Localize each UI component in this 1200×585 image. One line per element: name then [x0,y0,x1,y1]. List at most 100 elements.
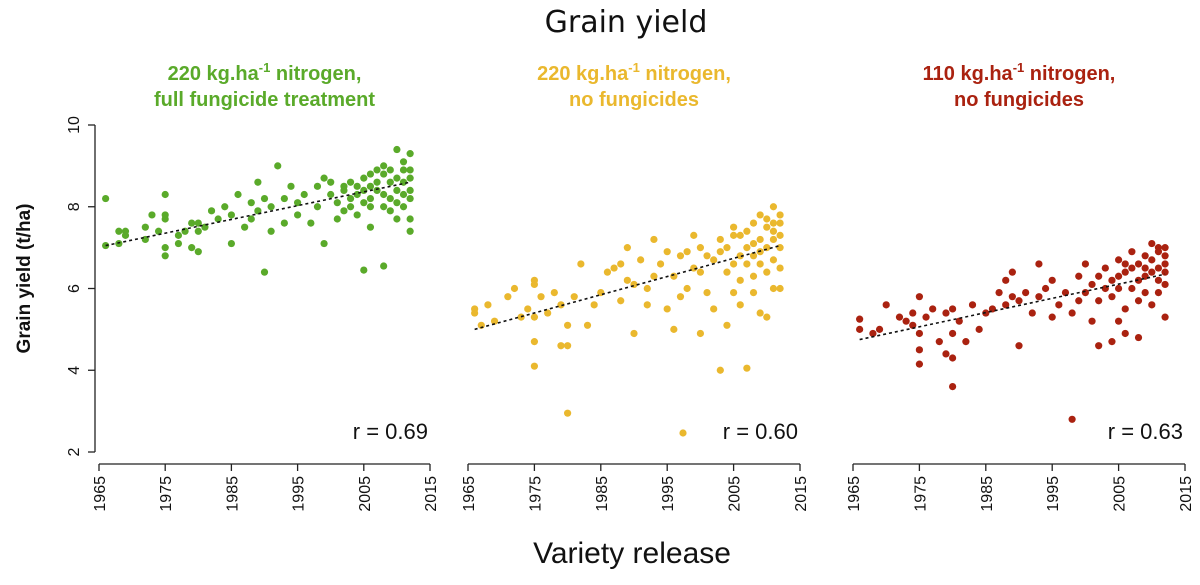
data-point [1115,284,1123,293]
panel-2: 220 kg.ha-1 nitrogen, no fungicides 1965 19… [461,60,810,512]
data-point [1041,284,1050,293]
data-point [161,211,169,219]
data-point [247,199,255,207]
data-point [763,223,771,231]
data-point [696,268,705,276]
panels: 220 kg.ha-1 nitrogen, full fungicide trea… [14,60,1195,512]
panel-subtitle: no fungicides [954,89,1084,111]
data-point [333,199,341,207]
data-point [1148,256,1156,264]
data-point [1154,288,1163,297]
data-point [1128,248,1136,256]
data-point [181,227,189,235]
x-tick-label: 1995 [1045,476,1062,512]
data-point [656,260,665,268]
data-point [975,325,983,333]
x-tick-label: 1985 [594,476,611,512]
data-point [386,178,394,186]
data-point [530,362,539,370]
data-point [663,248,671,256]
data-point [1134,260,1143,268]
data-point [723,321,731,329]
data-point [346,194,355,203]
x-tick-label: 1975 [158,476,175,512]
data-point [174,231,183,239]
data-point [856,315,864,323]
data-point [1081,260,1089,268]
x-tick-label: 1965 [846,476,863,512]
data-point [663,305,671,313]
data-point [327,190,335,199]
data-point [241,223,249,231]
trend-line [474,244,781,331]
data-point [915,360,924,368]
data-point [1161,244,1169,252]
legend-point [679,429,687,437]
data-point [267,203,275,211]
data-point [1015,297,1023,305]
x-tick-label: 1995 [291,476,308,512]
data-point [676,293,685,301]
data-point [260,268,269,276]
data-point [617,260,625,268]
data-point [1161,268,1169,276]
data-point [174,239,183,248]
data-point [1121,305,1129,313]
data-point [763,268,771,276]
x-tick-label: 1965 [92,476,109,512]
panel-subtitle: no fungicides [569,89,699,111]
data-point [670,272,678,280]
data-point [340,207,348,215]
data-point [386,207,394,215]
data-point [875,325,884,333]
data-point [300,190,308,199]
data-point [1101,264,1109,272]
x-tick-label: 1985 [979,476,996,512]
data-point [327,178,335,186]
x-tick-label: 1975 [912,476,929,512]
data-point [1134,297,1143,305]
data-point [373,166,381,174]
data-point [942,309,950,317]
data-point [386,194,394,203]
data-point [763,313,771,321]
data-point [1148,301,1156,309]
data-point [320,239,328,248]
data-point [723,244,731,252]
data-point [683,248,691,256]
data-point [307,219,315,227]
data-point [1095,272,1103,280]
data-point [749,239,758,248]
data-point [696,244,705,252]
data-point [366,170,375,178]
data-point [1128,284,1136,293]
y-tick-label: 2 [66,447,83,456]
data-point [564,342,572,350]
data-point [670,325,678,333]
data-point [749,252,758,260]
data-point [776,219,784,227]
data-point [1015,342,1023,350]
data-point [393,186,401,194]
data-point [380,162,388,170]
data-point [530,338,539,346]
data-point [346,203,355,211]
data-point [373,178,381,186]
data-point [882,301,890,309]
data-point [1108,293,1116,301]
data-point [915,293,924,301]
data-point [504,293,512,301]
data-point [1095,297,1103,305]
data-point [1141,288,1149,297]
data-point [736,231,744,239]
data-point [557,342,565,350]
data-point [393,174,401,182]
data-point [1108,338,1116,346]
data-point [743,227,751,235]
data-point [1161,252,1169,260]
data-point [637,256,645,264]
data-point [399,203,408,211]
scatter-points [856,239,1169,423]
scatter-points [102,145,414,276]
y-tick-label: 8 [66,202,83,211]
